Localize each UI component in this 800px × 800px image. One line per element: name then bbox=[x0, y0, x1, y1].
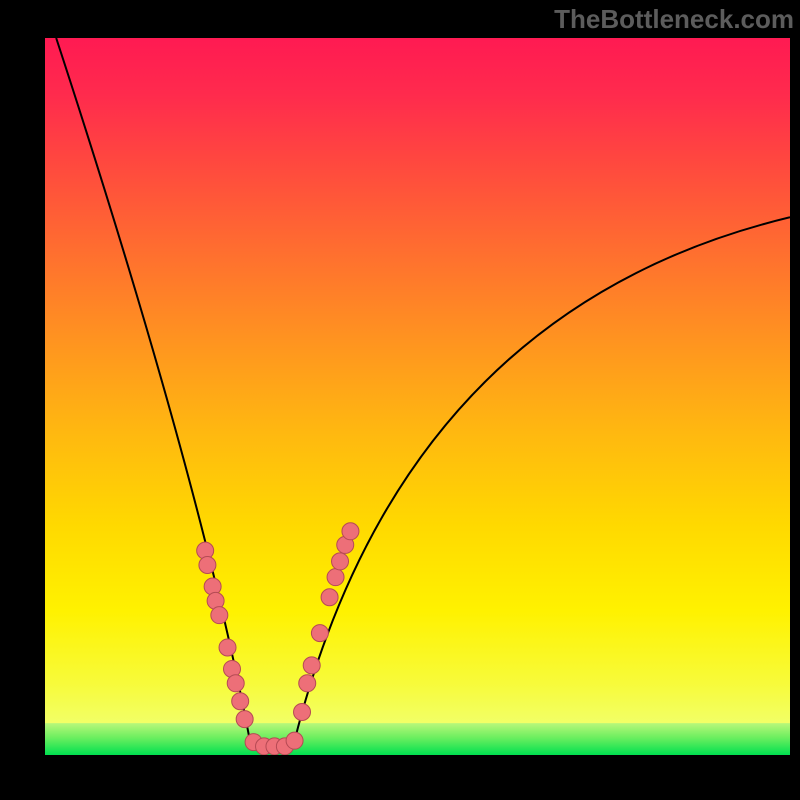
data-marker bbox=[232, 693, 249, 710]
data-marker bbox=[219, 639, 236, 656]
data-marker bbox=[299, 675, 316, 692]
data-marker bbox=[227, 675, 244, 692]
data-marker bbox=[311, 625, 328, 642]
data-marker bbox=[294, 703, 311, 720]
data-marker bbox=[342, 523, 359, 540]
data-marker bbox=[321, 589, 338, 606]
data-marker bbox=[332, 553, 349, 570]
plot-area bbox=[45, 38, 790, 755]
data-marker bbox=[236, 711, 253, 728]
data-marker bbox=[199, 556, 216, 573]
figure-root: TheBottleneck.com bbox=[0, 0, 800, 800]
gradient-background bbox=[45, 38, 790, 755]
data-marker bbox=[286, 732, 303, 749]
data-marker bbox=[327, 569, 344, 586]
data-marker bbox=[303, 657, 320, 674]
data-marker bbox=[211, 607, 228, 624]
chart-svg bbox=[45, 38, 790, 755]
